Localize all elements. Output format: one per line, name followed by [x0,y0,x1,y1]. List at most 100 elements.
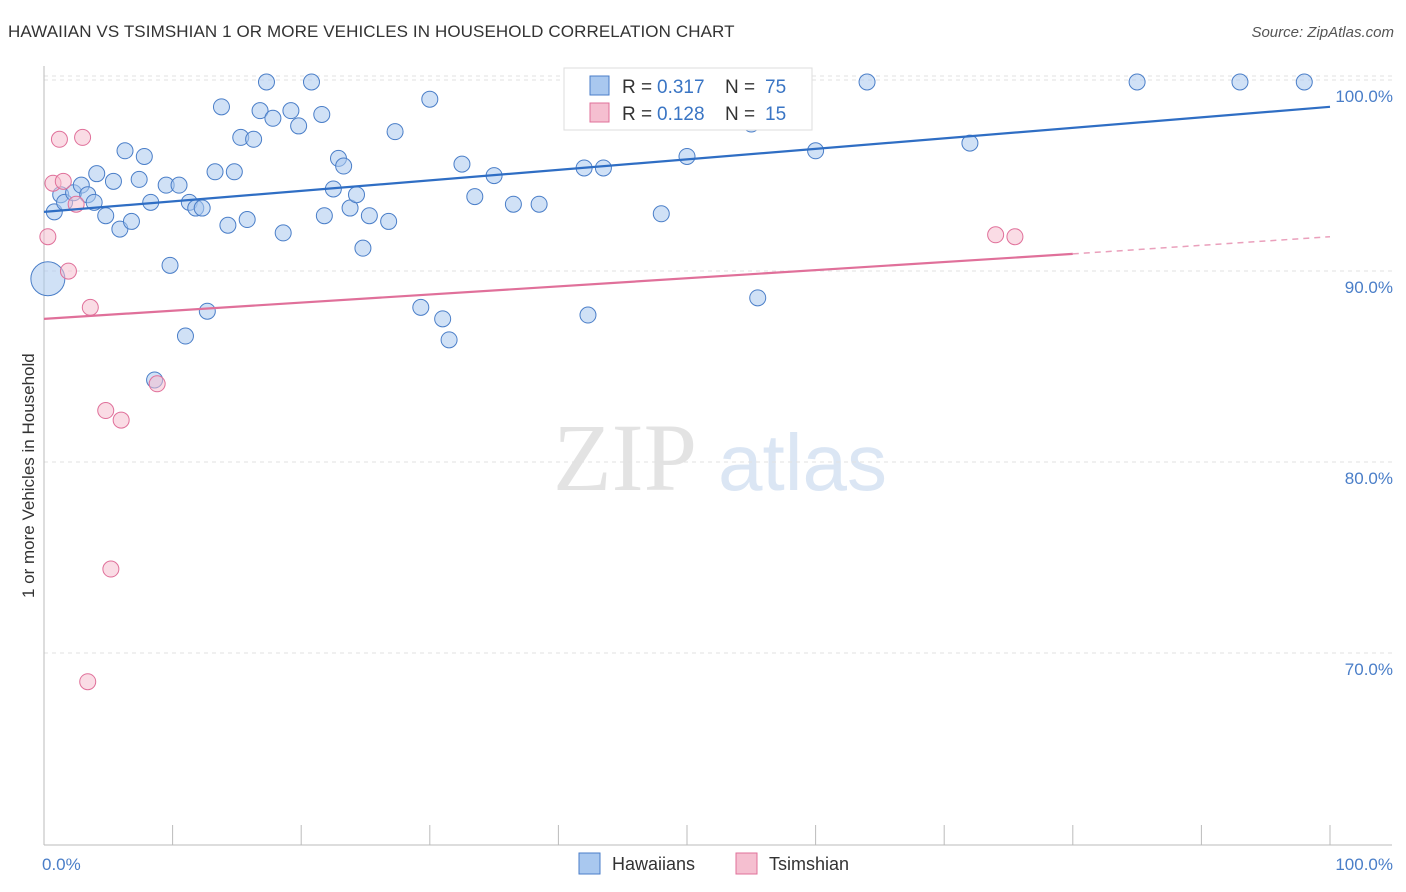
hawaiian-point-10 [104,172,122,190]
hawaiian-point-12 [116,142,134,160]
hawaiian-point-15 [135,147,153,165]
hawaiians-trend-line [43,105,1331,213]
hawaiian-point-28 [219,216,237,234]
y-tick-label-90: 90.0% [1345,278,1393,297]
hawaiians-r-value: 0.317 [657,77,705,98]
hawaiian-point-38 [290,117,308,135]
x-tick-label-0: 0.0% [42,855,81,874]
hawaiian-point-7 [85,193,103,211]
hawaiian-point-49 [380,212,398,230]
hawaiians-r-label: R = [622,77,652,98]
hawaiian-point-31 [238,211,256,229]
hawaiian-point-48 [360,207,378,225]
hawaiians-series-label: Hawaiians [612,854,695,874]
hawaiian-point-41 [315,207,333,225]
hawaiian-point-44 [335,157,353,175]
hawaiian-point-69 [858,73,876,91]
tsimshian-series-label: Tsimshian [769,854,849,874]
axes [43,66,1392,846]
tsimshian-point-9 [102,560,120,578]
tsimshian-point-11 [148,375,166,393]
hawaiian-point-61 [579,306,597,324]
tsimshian-legend-swatch [589,102,610,123]
hawaiian-point-40 [313,105,331,123]
hawaiians-n-label: N = [725,77,755,98]
tsimshian-point-8 [97,402,115,420]
hawaiian-point-46 [347,186,365,204]
tsimshian-n-label: N = [725,104,755,125]
tsimshian-trend-line [43,252,1073,320]
hawaiian-point-21 [176,327,194,345]
watermark-atlas: atlas [718,418,887,507]
tick-labels: 70.0% 80.0% 90.0% 100.0% 0.0% 100.0% [42,87,1393,874]
chart-title: HAWAIIAN VS TSIMSHIAN 1 OR MORE VEHICLES… [8,22,735,41]
hawaiian-point-62 [594,159,612,177]
hawaiian-point-63 [652,205,670,223]
hawaiian-point-47 [354,239,372,257]
hawaiian-point-39 [302,73,320,91]
y-axis-label: 1 or more Vehicles in Household [19,353,38,598]
hawaiian-point-64 [678,147,696,165]
tsimshian-point-14 [1006,228,1024,246]
stats-legend: R = 0.317 N = 75 R = 0.128 N = 15 [563,67,813,131]
hawaiian-point-27 [212,98,230,116]
hawaiians-points [30,73,1313,389]
hawaiian-point-51 [412,298,430,316]
hawaiian-point-54 [440,331,458,349]
hawaiian-point-50 [386,123,404,141]
hawaiian-point-73 [1295,73,1313,91]
tsimshian-point-4 [59,262,77,280]
y-tick-label-70: 70.0% [1345,660,1393,679]
hawaiian-point-29 [225,163,243,181]
trend-lines [43,105,1331,320]
hawaiian-point-0 [30,261,66,297]
hawaiian-point-25 [198,302,216,320]
y-tick-label-100: 100.0% [1335,87,1393,106]
tsimshian-point-13 [987,226,1005,244]
hawaiians-legend-swatch [589,75,610,96]
tsimshian-points [39,128,1024,691]
gridlines [44,75,1392,654]
x-tick-label-100: 100.0% [1335,855,1393,874]
hawaiian-point-34 [257,73,275,91]
y-tick-label-80: 80.0% [1345,469,1393,488]
hawaiian-point-26 [206,163,224,181]
hawaiian-point-32 [245,130,263,148]
tsimshian-r-label: R = [622,104,652,125]
tsimshian-trend-extension [1072,235,1331,255]
hawaiian-point-13 [122,212,140,230]
hawaiian-point-19 [161,256,179,274]
tsimshian-point-12 [79,673,97,691]
series-legend: Hawaiians Tsimshian [578,852,849,875]
hawaiian-point-9 [97,207,115,225]
hawaiian-point-67 [749,289,767,307]
hawaiian-point-72 [1231,73,1249,91]
hawaiian-point-58 [504,195,522,213]
tsimshian-r-value: 0.128 [657,104,705,125]
hawaiian-point-8 [88,165,106,183]
hawaiian-point-24 [193,199,211,217]
hawaiian-point-55 [453,155,471,173]
tsimshian-point-0 [39,228,57,246]
hawaiian-point-59 [530,195,548,213]
tsimshian-point-10 [112,411,130,429]
source-credit: Source: ZipAtlas.com [1251,24,1394,41]
hawaiians-n-value: 75 [765,77,786,98]
hawaiian-point-52 [421,90,439,108]
hawaiian-point-35 [264,109,282,127]
hawaiians-series-swatch [578,852,601,875]
hawaiian-point-20 [170,176,188,194]
tsimshian-point-3 [54,172,72,190]
tsimshian-point-6 [74,128,92,146]
hawaiian-point-53 [434,310,452,328]
watermark-zip: ZIP [553,404,697,511]
tsimshian-n-value: 15 [765,104,786,125]
tsimshian-point-2 [50,130,68,148]
hawaiian-point-71 [1128,73,1146,91]
hawaiian-point-14 [130,170,148,188]
hawaiian-point-33 [251,102,269,120]
hawaiian-point-36 [274,224,292,242]
hawaiian-point-56 [466,188,484,206]
hawaiian-point-70 [961,134,979,152]
